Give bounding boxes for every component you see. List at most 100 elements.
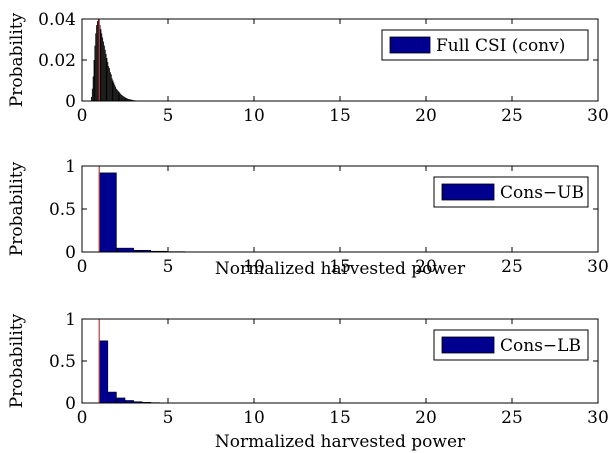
bar <box>115 86 116 101</box>
y-tick-label: 0 <box>65 92 76 112</box>
bar <box>123 96 125 101</box>
y-axis-label: Probability <box>7 12 27 107</box>
legend-box <box>381 29 589 61</box>
x-tick-label: 10 <box>243 408 265 428</box>
x-tick-label: 20 <box>415 257 437 277</box>
bar <box>125 97 127 101</box>
x-tick-label: 30 <box>587 106 609 126</box>
bar <box>103 45 105 101</box>
x-tick-label: 10 <box>243 257 265 277</box>
bar <box>128 99 130 101</box>
bar <box>121 95 123 101</box>
chart-panel-2: 0 5 10 15 20 25 30 0 0.5 1 Probability Normalized h… <box>7 157 609 279</box>
x-axis-label: Normalized harvested power <box>215 259 466 279</box>
bar <box>126 98 128 101</box>
bar <box>116 89 118 101</box>
bar <box>92 76 94 101</box>
bar <box>116 397 126 404</box>
x-tick-label: 0 <box>77 257 88 277</box>
bar <box>128 98 129 101</box>
bar <box>116 247 134 253</box>
y-tick-label: 0 <box>65 394 76 414</box>
bar <box>100 29 102 101</box>
x-tick-label: 25 <box>501 106 523 126</box>
bar <box>131 99 133 101</box>
x-tick-label: 15 <box>329 408 351 428</box>
x-tick-label: 10 <box>243 106 265 126</box>
y-tick-label: 0.04 <box>38 10 76 30</box>
x-tick-label: 15 <box>329 106 351 126</box>
bar <box>105 53 107 101</box>
bar <box>124 97 126 101</box>
bar <box>113 82 115 101</box>
legend-swatch <box>441 336 495 354</box>
bar <box>94 45 96 101</box>
bar <box>112 80 114 101</box>
bar <box>107 62 109 101</box>
legend-swatch <box>389 36 431 54</box>
bar <box>121 94 122 101</box>
bar <box>107 391 117 404</box>
chart-panel-1: 0 5 10 15 20 25 30 0 0.02 0.04 Probability Full CSI… <box>7 10 609 126</box>
bar <box>115 88 117 101</box>
legend: Cons−UB <box>433 176 589 208</box>
legend: Cons−LB <box>433 329 589 361</box>
bar <box>106 57 108 101</box>
x-tick-label: 20 <box>415 106 437 126</box>
x-tick-label: 5 <box>163 257 174 277</box>
x-tick-label: 30 <box>587 257 609 277</box>
x-tick-label: 30 <box>587 408 609 428</box>
bar <box>109 68 110 101</box>
bar <box>93 60 95 101</box>
bar <box>120 93 122 101</box>
y-tick-label: 0.5 <box>49 352 76 372</box>
x-tick-label: 20 <box>415 408 437 428</box>
legend-label: Full CSI (conv) <box>436 36 565 56</box>
bar <box>97 21 98 101</box>
bar <box>110 74 112 101</box>
bar <box>108 66 110 101</box>
bar <box>98 340 109 404</box>
bar <box>97 19 99 101</box>
y-axis-label: Probability <box>7 161 27 256</box>
bar <box>102 37 104 101</box>
bar <box>95 33 97 101</box>
bar <box>119 92 121 101</box>
bar <box>130 99 132 101</box>
y-tick-label: 1 <box>65 157 76 177</box>
bar <box>101 33 103 101</box>
bar <box>132 99 134 101</box>
x-tick-label: 0 <box>77 106 88 126</box>
bar <box>117 90 119 101</box>
bar <box>122 96 124 101</box>
bar <box>99 25 101 101</box>
bar <box>98 172 117 253</box>
bar <box>91 88 93 101</box>
legend-label: Cons−LB <box>500 336 581 356</box>
bar <box>103 41 104 101</box>
y-tick-label: 0 <box>65 243 76 263</box>
x-tick-label: 5 <box>163 106 174 126</box>
x-tick-label: 0 <box>77 408 88 428</box>
bar <box>129 99 131 101</box>
x-tick-label: 5 <box>163 408 174 428</box>
y-tick-label: 1 <box>65 310 76 330</box>
y-tick-label: 0.02 <box>38 51 76 71</box>
legend-label: Cons−UB <box>500 183 584 203</box>
bar <box>114 84 116 101</box>
x-tick-label: 25 <box>501 257 523 277</box>
bar <box>91 96 92 101</box>
bar <box>104 49 106 101</box>
legend: Full CSI (conv) <box>381 29 589 61</box>
y-axis-label: Probability <box>7 313 27 408</box>
x-tick-label: 25 <box>501 408 523 428</box>
x-tick-label: 15 <box>329 257 351 277</box>
legend-swatch <box>441 183 495 201</box>
bar <box>118 91 120 101</box>
x-axis-label: Normalized harvested power <box>215 432 466 452</box>
bar <box>109 72 111 101</box>
chart-panel-3: 0 5 10 15 20 25 30 0 0.5 1 Probability Normalized h… <box>7 310 609 452</box>
bar <box>127 98 129 101</box>
bar <box>96 25 98 101</box>
bar <box>111 78 113 101</box>
